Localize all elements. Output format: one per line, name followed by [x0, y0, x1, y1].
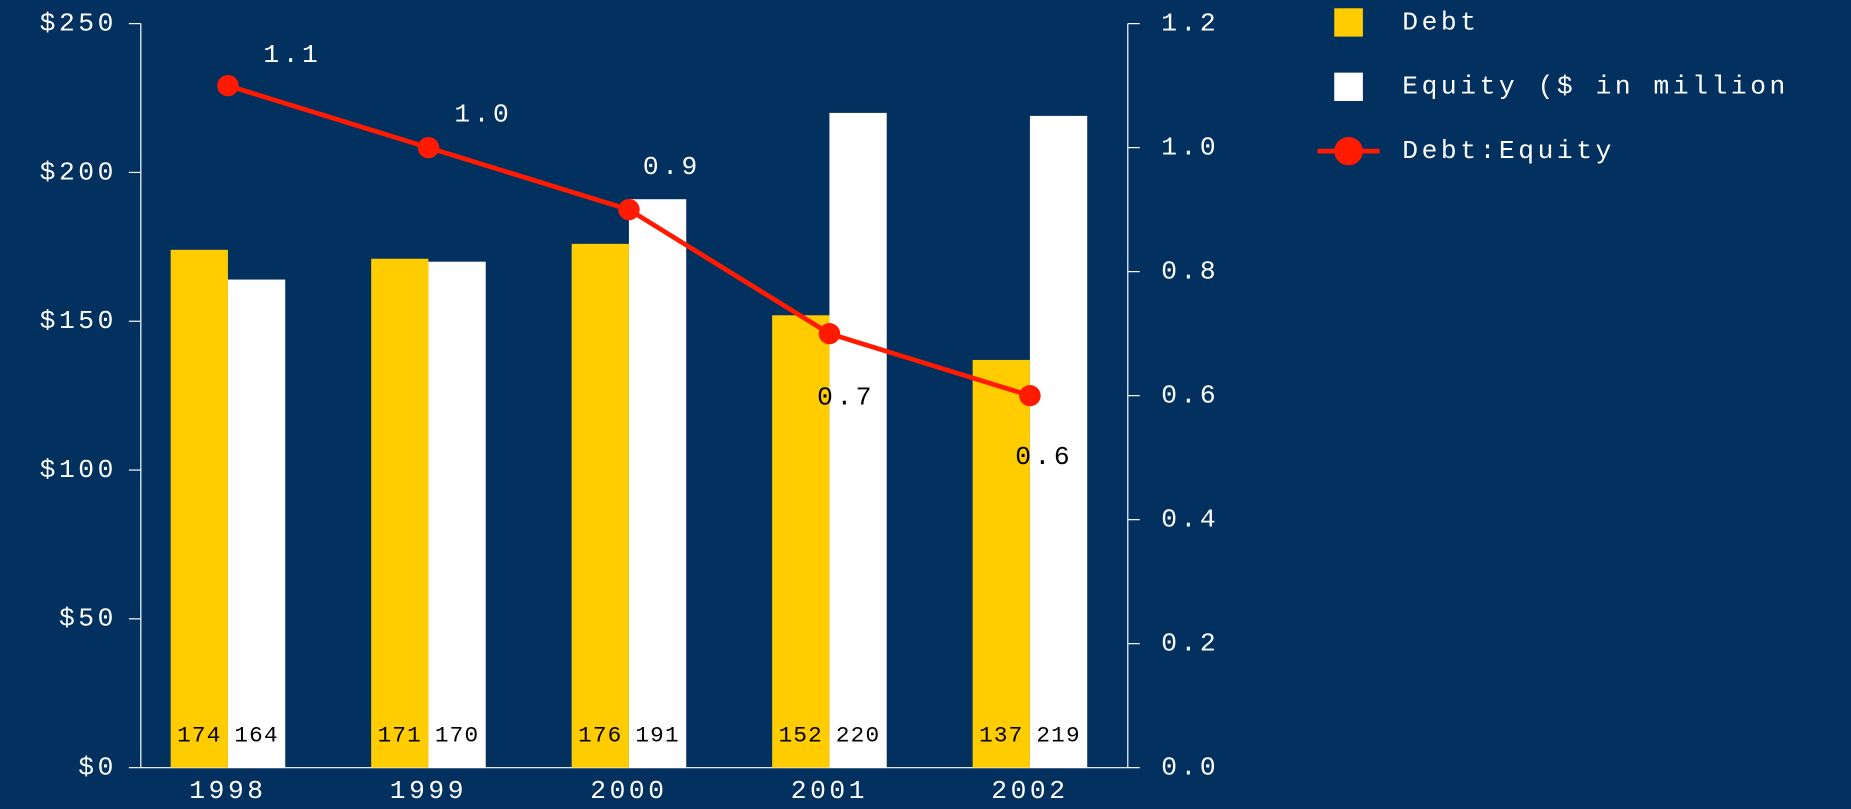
bar-label: 164: [234, 723, 278, 749]
y-tick-label: $200: [40, 157, 117, 187]
legend-label: Equity ($ in million: [1402, 72, 1789, 102]
legend-label: Debt: [1402, 7, 1479, 37]
y-tick-label: $100: [40, 455, 117, 485]
bar: [772, 315, 830, 768]
legend-label: Debt:Equity: [1402, 136, 1615, 166]
bar: [371, 258, 429, 768]
bar-label: 152: [779, 723, 823, 749]
y-tick-label: $0: [78, 753, 117, 783]
x-tick-label: 1998: [189, 776, 266, 806]
bar: [170, 249, 228, 768]
bar: [571, 243, 629, 768]
line-marker: [818, 323, 841, 345]
legend-swatch: [1334, 8, 1363, 37]
bar: [227, 279, 286, 768]
y2-tick-label: 0.0: [1161, 753, 1219, 783]
bar-label: 191: [635, 723, 679, 749]
x-tick-label: 2001: [791, 776, 868, 806]
y2-tick-label: 0.2: [1161, 629, 1219, 659]
line-label: 0.7: [817, 382, 875, 412]
y2-tick-label: 0.6: [1161, 381, 1219, 411]
bar: [829, 112, 887, 768]
bar-label: 174: [177, 723, 221, 749]
bar: [1029, 115, 1088, 768]
line-label: 1.0: [454, 100, 512, 130]
bar-label: 170: [435, 723, 479, 749]
y-tick-label: $50: [59, 604, 117, 634]
line-label: 1.1: [263, 40, 321, 70]
line-label: 0.9: [643, 152, 701, 182]
line-marker: [417, 136, 440, 159]
y2-tick-label: 1.2: [1161, 9, 1219, 39]
legend-marker: [1334, 136, 1363, 166]
x-tick-label: 2000: [590, 776, 667, 806]
x-tick-label: 2002: [991, 776, 1068, 806]
bar: [628, 199, 687, 768]
y2-tick-label: 1.0: [1161, 133, 1219, 163]
line-marker: [217, 74, 239, 97]
line-marker: [618, 199, 640, 221]
bar-label: 137: [979, 723, 1023, 749]
line-label: 0.6: [1015, 442, 1073, 472]
bar-label: 219: [1036, 723, 1080, 749]
bar: [428, 261, 486, 768]
line-marker: [1019, 385, 1041, 407]
bar: [972, 359, 1030, 768]
y2-tick-label: 0.4: [1161, 505, 1219, 535]
legend-swatch: [1334, 72, 1363, 101]
bar-label: 220: [836, 723, 880, 749]
x-tick-label: 1999: [390, 776, 467, 806]
bar-label: 171: [378, 723, 422, 749]
y2-tick-label: 0.8: [1161, 257, 1219, 287]
y-tick-label: $250: [40, 9, 117, 39]
bar-label: 176: [578, 723, 622, 749]
y-tick-label: $150: [40, 306, 117, 336]
